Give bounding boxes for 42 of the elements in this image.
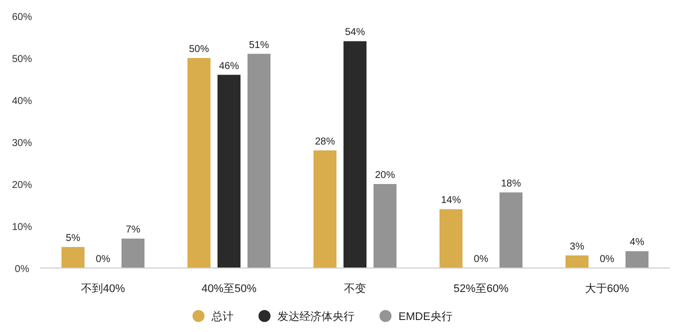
- y-tick-label: 60%: [12, 12, 32, 23]
- bar: [188, 58, 210, 268]
- y-tick-label: 40%: [12, 96, 32, 107]
- bar: [440, 209, 462, 268]
- data-label: 0%: [474, 254, 488, 265]
- data-label: 5%: [66, 233, 80, 244]
- data-label: 0%: [600, 254, 614, 265]
- bar: [218, 74, 240, 268]
- data-label: 46%: [218, 60, 240, 72]
- data-label: 7%: [126, 224, 140, 236]
- y-tick-label: 0%: [14, 264, 30, 275]
- x-tick-label: 大于60%: [584, 282, 630, 295]
- x-tick-label: 40%至50%: [201, 283, 257, 295]
- bar: [374, 184, 396, 268]
- y-tick-label: 10%: [12, 222, 32, 233]
- legend-label: 发达经济体央行: [278, 310, 354, 323]
- bar: [626, 251, 648, 268]
- bar: [62, 247, 84, 268]
- bar: [500, 192, 522, 268]
- bar: [566, 255, 588, 268]
- data-label: 18%: [500, 178, 522, 190]
- x-tick-label: 52%至60%: [453, 283, 509, 295]
- bar: [122, 238, 144, 268]
- data-label: 14%: [440, 195, 462, 206]
- data-label: 0%: [96, 254, 110, 265]
- bar: [344, 41, 366, 268]
- legend-label: 总计: [210, 310, 234, 323]
- data-label: 28%: [314, 136, 336, 148]
- data-label: 20%: [374, 170, 396, 181]
- data-label: 50%: [188, 44, 210, 55]
- data-label: 54%: [344, 27, 366, 38]
- x-tick-label: 不到40%: [80, 283, 126, 295]
- data-label: 4%: [630, 237, 644, 248]
- legend-label: EMDE央行: [398, 310, 452, 323]
- data-label: 51%: [248, 40, 270, 51]
- y-tick-label: 20%: [12, 180, 32, 191]
- bar: [314, 150, 336, 268]
- y-tick-label: 50%: [12, 54, 32, 65]
- y-tick-label: 30%: [12, 138, 32, 149]
- bar: [248, 54, 270, 268]
- x-tick-label: 不变: [344, 282, 366, 295]
- data-label: 3%: [570, 241, 584, 252]
